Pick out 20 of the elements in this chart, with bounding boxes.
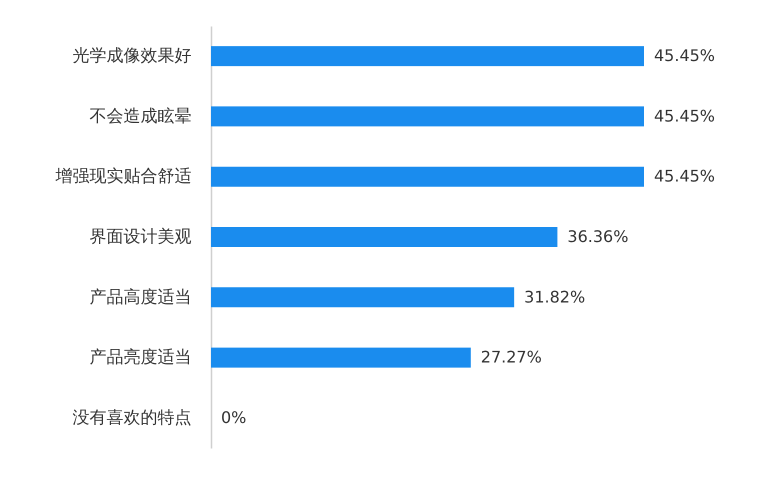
- data-label: 36.36%: [567, 227, 628, 246]
- bar: [211, 287, 514, 308]
- y-tick-label: 光学成像效果好: [72, 46, 192, 66]
- bar: [211, 348, 471, 368]
- data-label: 45.45%: [654, 46, 716, 66]
- y-tick-label: 界面设计美观: [90, 227, 192, 247]
- y-tick-label: 产品亮度适当: [90, 348, 192, 368]
- data-label: 0%: [221, 408, 246, 427]
- data-label: 31.82%: [524, 287, 586, 306]
- y-tick-label: 不会造成眩晕: [90, 106, 192, 126]
- y-tick-label: 产品高度适当: [90, 287, 192, 308]
- data-label: 45.45%: [654, 166, 716, 186]
- bar: [211, 227, 558, 247]
- bar: [211, 46, 644, 66]
- bar: [211, 166, 644, 187]
- y-tick-label: 没有喜欢的特点: [72, 408, 192, 428]
- y-tick-label: 增强现实贴合舒适: [54, 166, 192, 187]
- data-label: 45.45%: [654, 106, 716, 126]
- bar: [211, 106, 644, 126]
- data-label: 27.27%: [480, 348, 542, 367]
